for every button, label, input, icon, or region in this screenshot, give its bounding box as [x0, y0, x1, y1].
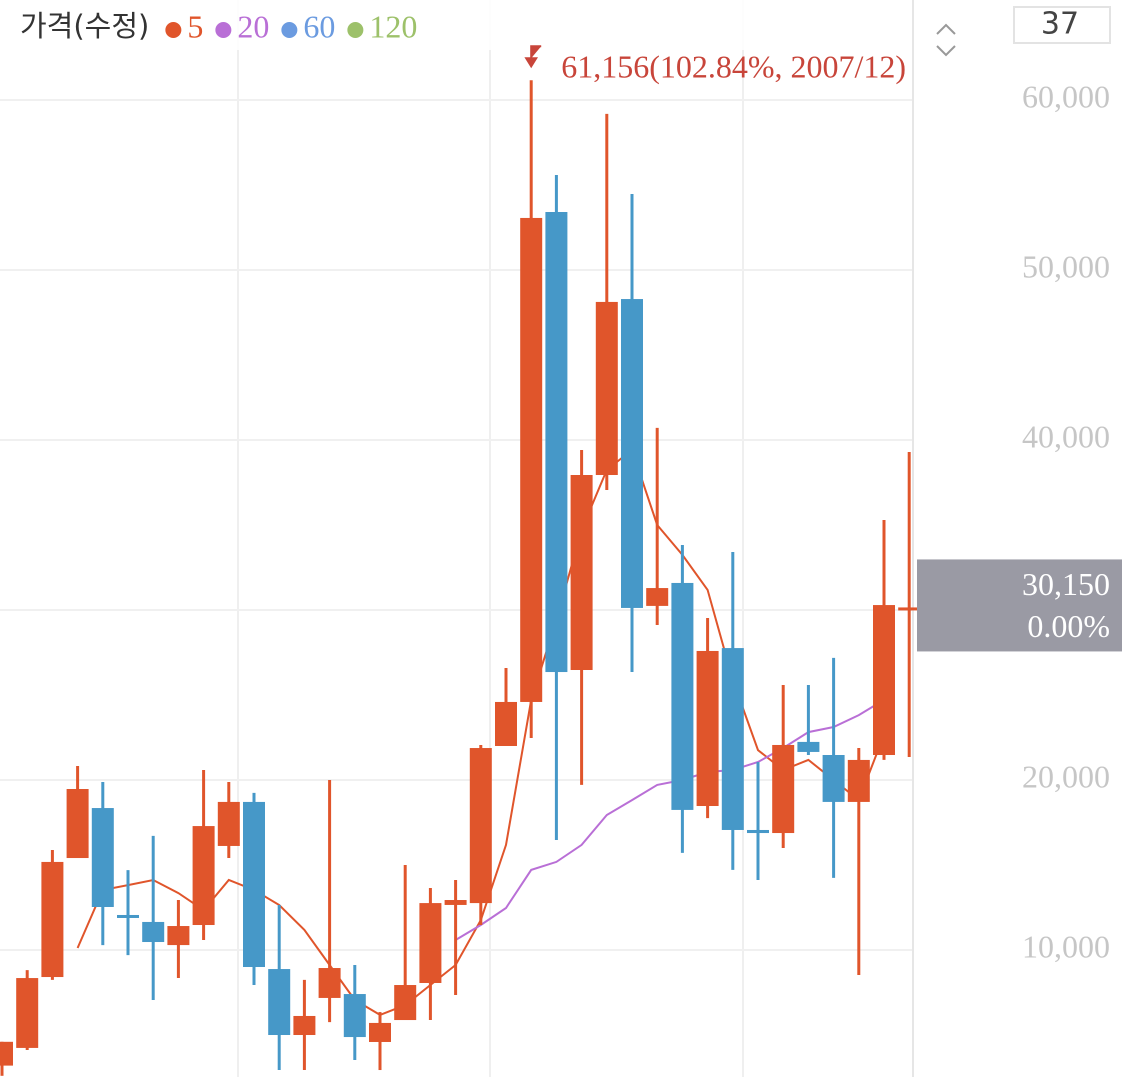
candle-body — [469, 748, 492, 904]
candle-body — [0, 1041, 13, 1066]
candle-body — [797, 741, 820, 752]
candle-body — [66, 789, 89, 859]
candle-body — [898, 607, 921, 611]
candle-body — [495, 701, 517, 746]
scroll-up[interactable] — [936, 23, 956, 35]
candle-body — [696, 650, 719, 807]
candle-body — [595, 301, 618, 476]
legend-dot — [215, 22, 232, 38]
y-tick-label: 10,000 — [1022, 928, 1110, 964]
candle-body — [847, 759, 870, 802]
candle-body — [318, 968, 341, 998]
last-price: 30,150 — [1022, 566, 1110, 602]
legend: 가격(수정) 5 20 60 120 — [20, 8, 417, 44]
legend-title: 가격(수정) — [20, 9, 149, 43]
last-price-box — [917, 559, 1122, 652]
candle-body — [747, 829, 769, 834]
y-tick-label: 60,000 — [1022, 78, 1110, 114]
candle-body — [646, 588, 669, 606]
legend-dot — [347, 22, 364, 38]
legend-dot — [281, 22, 298, 38]
annotation: 61,156(102.84%, 2007/12) — [561, 49, 906, 85]
marks — [0, 80, 921, 1076]
counter: 37 — [1041, 7, 1079, 42]
candle-body — [621, 299, 643, 608]
candle-body — [822, 755, 845, 802]
candle-body — [873, 605, 895, 756]
candle-body — [192, 826, 215, 926]
candle-body — [268, 969, 291, 1036]
ma-line — [76, 448, 885, 1017]
candle-body — [444, 900, 467, 905]
candle-body — [671, 582, 694, 810]
candle-body — [343, 994, 366, 1038]
annotation-marker — [524, 45, 542, 69]
candle-body — [772, 744, 795, 834]
candle-body — [570, 475, 593, 671]
candle-body — [419, 903, 442, 983]
scroll-down[interactable] — [936, 45, 956, 57]
candle-body — [369, 1022, 391, 1042]
counter-box[interactable] — [1013, 6, 1111, 44]
candle-body — [394, 985, 417, 1021]
candle-body — [117, 914, 139, 918]
ma-line — [455, 699, 885, 941]
candle-body — [142, 921, 165, 943]
candle-body — [217, 801, 240, 846]
candle-body — [167, 926, 190, 946]
candle-body — [293, 1015, 316, 1036]
candle-body — [91, 808, 114, 907]
last-change: 0.00% — [1027, 608, 1110, 644]
y-tick-label: 50,000 — [1022, 248, 1110, 284]
y-tick-label: 40,000 — [1022, 418, 1110, 454]
candle-body — [41, 861, 64, 978]
legend-label: 120 — [369, 8, 417, 44]
legend-label: 20 — [237, 8, 269, 44]
legend-dot — [165, 22, 182, 38]
candle-body — [545, 211, 568, 673]
legend-bg — [0, 0, 900, 50]
y-tick-label: 20,000 — [1022, 758, 1110, 794]
legend-label: 5 — [187, 8, 203, 44]
legend-label: 60 — [303, 8, 335, 44]
candle-body — [721, 648, 744, 830]
candle-body — [16, 978, 39, 1048]
candle-body — [243, 801, 265, 968]
candle-body — [520, 217, 543, 702]
